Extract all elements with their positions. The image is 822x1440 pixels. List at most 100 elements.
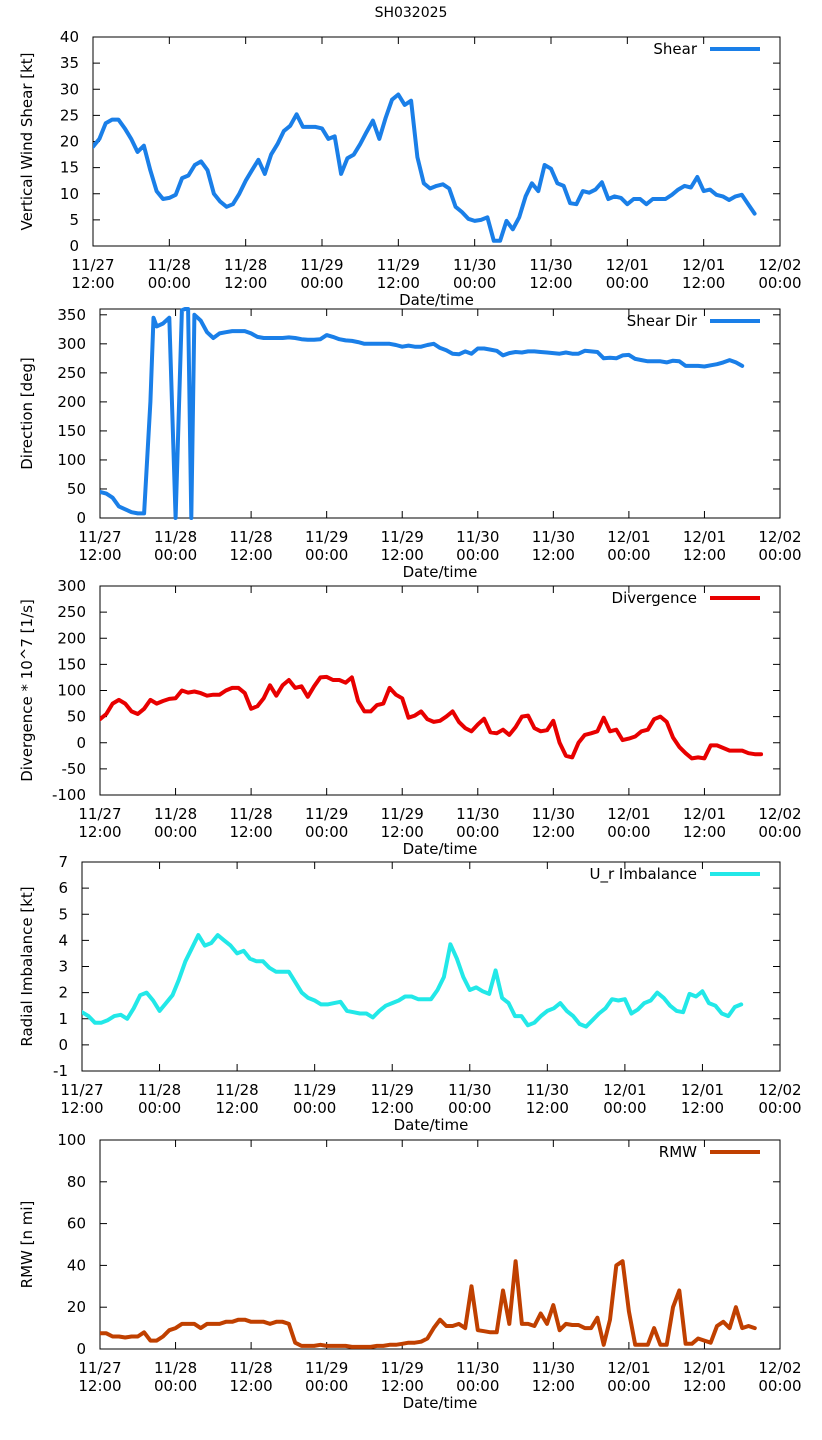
x-tick-date: 12/01	[607, 528, 650, 546]
x-tick-date: 12/01	[683, 528, 726, 546]
y-tick-label: -50	[62, 760, 87, 778]
data-point	[375, 342, 379, 346]
data-point	[186, 691, 190, 695]
data-point	[463, 349, 467, 353]
data-point	[740, 1326, 744, 1330]
data-point	[435, 184, 438, 188]
data-point	[325, 675, 329, 679]
y-tick-label: 0	[58, 1036, 68, 1054]
data-point	[358, 142, 362, 146]
x-tick-time: 12:00	[60, 1099, 103, 1117]
data-point	[293, 336, 297, 340]
data-point	[415, 155, 419, 159]
data-point	[759, 0, 762, 2]
data-point	[444, 1324, 448, 1328]
y-axis-label: Vertical Wind Shear [kt]	[18, 52, 36, 230]
data-point	[318, 337, 322, 341]
data-point	[413, 1341, 417, 1345]
x-tick-date: 11/30	[456, 1359, 499, 1377]
data-point	[526, 1322, 530, 1326]
y-tick-label: 30	[60, 80, 79, 98]
data-point	[616, 999, 620, 1002]
y-tick-label: 40	[60, 28, 79, 46]
x-tick-time: 00:00	[448, 1099, 491, 1117]
data-point	[261, 959, 265, 963]
data-point	[694, 995, 698, 998]
data-point	[318, 675, 322, 679]
data-point	[447, 187, 451, 190]
data-point	[671, 736, 675, 739]
data-point	[428, 187, 432, 190]
data-point	[457, 352, 461, 356]
data-point	[676, 188, 680, 192]
y-tick-label: 150	[57, 655, 86, 673]
data-point	[677, 359, 681, 363]
x-tick-date: 11/28	[148, 256, 191, 274]
data-point	[230, 1320, 234, 1324]
data-point	[230, 329, 234, 333]
y-tick-label: 100	[57, 451, 86, 469]
x-tick-time: 00:00	[456, 546, 499, 564]
y-tick-label: 200	[57, 629, 86, 647]
data-point	[352, 153, 356, 157]
data-point	[646, 1343, 650, 1347]
data-point	[482, 347, 486, 350]
x-tick-time: 12:00	[78, 823, 121, 841]
data-point	[231, 202, 235, 206]
data-point	[501, 353, 505, 357]
data-point	[677, 1289, 681, 1292]
data-point	[746, 202, 750, 206]
x-tick-time: 00:00	[305, 1377, 348, 1395]
x-tick-date: 12/01	[683, 1359, 726, 1377]
data-point	[99, 1021, 103, 1025]
x-tick-time: 00:00	[603, 1099, 646, 1117]
data-point	[581, 189, 585, 193]
data-point	[104, 121, 108, 125]
x-tick-date: 12/01	[607, 1359, 650, 1377]
data-point	[158, 1009, 162, 1013]
data-point	[136, 712, 140, 716]
data-point	[93, 1021, 97, 1025]
y-tick-label: 300	[57, 335, 86, 353]
data-point	[199, 691, 203, 695]
data-point	[655, 991, 659, 995]
data-point	[740, 193, 744, 197]
x-tick-date: 11/27	[60, 1081, 103, 1099]
data-point	[130, 709, 133, 713]
x-tick-time: 12:00	[381, 546, 424, 564]
data-point	[468, 988, 472, 992]
data-point	[432, 342, 436, 346]
data-point	[123, 126, 127, 130]
data-point	[753, 212, 757, 216]
data-point	[551, 1303, 555, 1307]
plot-frame	[92, 36, 781, 247]
data-point	[142, 707, 146, 711]
data-point	[507, 1001, 511, 1005]
data-point	[690, 364, 694, 368]
data-point	[190, 946, 194, 950]
data-point	[155, 324, 159, 328]
data-point	[657, 197, 661, 201]
data-point	[570, 755, 574, 759]
data-point	[577, 352, 580, 356]
data-point	[438, 719, 442, 723]
y-tick-label: 250	[57, 364, 86, 382]
data-point	[608, 729, 612, 733]
data-point	[419, 1340, 423, 1344]
data-point	[410, 995, 414, 998]
data-point	[695, 175, 699, 179]
x-tick-date: 11/29	[305, 805, 348, 823]
data-point	[142, 511, 146, 515]
y-tick-label: 80	[67, 1173, 86, 1191]
data-point	[125, 1017, 129, 1021]
data-point	[416, 997, 420, 1001]
data-point	[608, 356, 612, 360]
x-tick-time: 12:00	[681, 1099, 724, 1117]
data-point	[621, 1259, 625, 1263]
data-point	[276, 142, 279, 146]
x-tick-time: 12:00	[229, 823, 272, 841]
data-point	[740, 364, 744, 368]
data-point	[720, 1012, 724, 1015]
data-point	[193, 163, 197, 167]
x-tick-date: 11/30	[532, 805, 575, 823]
